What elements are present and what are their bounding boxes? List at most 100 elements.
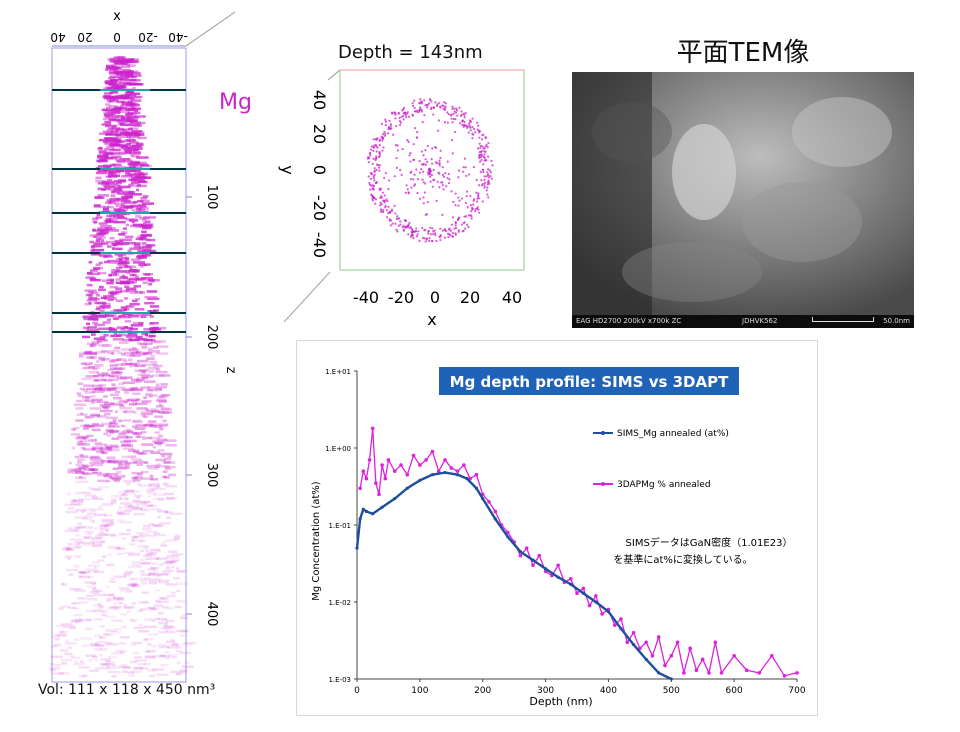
atom-dot bbox=[143, 328, 151, 331]
atom-dot bbox=[137, 342, 143, 345]
atom-dot bbox=[142, 195, 149, 198]
slice-atom-dot bbox=[405, 184, 408, 187]
atom-dot bbox=[107, 388, 117, 391]
atom-dot bbox=[156, 443, 163, 446]
slice-atom-dot bbox=[378, 139, 381, 142]
slice-atom-dot bbox=[432, 106, 436, 110]
apt-point bbox=[430, 449, 435, 454]
atom-dot bbox=[102, 663, 114, 666]
tem-info-bar: EAG HD2700 200kV x700k ZC JDHVK562 50.0n… bbox=[572, 315, 914, 328]
slice-atom-dot bbox=[375, 138, 379, 141]
slice-atom-dot bbox=[463, 157, 467, 160]
atom-dot bbox=[117, 358, 127, 361]
atom-dot bbox=[129, 660, 137, 664]
atom-dot bbox=[106, 214, 112, 218]
atom-dot bbox=[107, 546, 121, 549]
apt-point bbox=[700, 657, 705, 662]
slice-atom-dot bbox=[406, 138, 409, 142]
atom-dot bbox=[105, 139, 111, 142]
atom-dot bbox=[99, 540, 105, 543]
atom-dot bbox=[128, 565, 136, 569]
sims-point bbox=[364, 509, 369, 514]
atom-dot bbox=[133, 135, 140, 138]
atom-dot bbox=[122, 144, 135, 148]
atom-dot bbox=[127, 455, 137, 458]
atom-dot bbox=[159, 452, 173, 456]
atom-dot bbox=[140, 163, 149, 167]
slice-atom-dot bbox=[458, 216, 461, 219]
atom-dot bbox=[117, 512, 130, 516]
atom-dot bbox=[80, 637, 92, 640]
atom-dot bbox=[104, 185, 116, 189]
atom-dot bbox=[118, 382, 125, 386]
atom-dot bbox=[104, 389, 112, 392]
sims-point bbox=[371, 512, 375, 516]
atom-dot bbox=[120, 100, 129, 104]
atom-dot bbox=[77, 435, 89, 439]
atom-dot bbox=[134, 364, 146, 368]
atom-dot bbox=[97, 327, 110, 331]
atom-dot bbox=[82, 437, 88, 440]
atom-dot bbox=[113, 99, 119, 102]
atom-dot bbox=[130, 258, 141, 261]
atom-dot bbox=[153, 309, 160, 312]
atom-dot bbox=[171, 553, 184, 556]
atom-dot bbox=[120, 493, 128, 497]
atom-dot bbox=[81, 377, 93, 381]
atom-dot bbox=[84, 508, 97, 511]
slice-atom-dot bbox=[387, 187, 390, 191]
atom-dot bbox=[87, 575, 94, 579]
slice-atom-dot bbox=[383, 201, 386, 204]
atom-dot bbox=[138, 373, 151, 377]
atom-dot bbox=[88, 658, 93, 662]
slice-atom-dot bbox=[431, 147, 434, 150]
atom-dot bbox=[96, 314, 107, 318]
atom-dot bbox=[121, 190, 134, 194]
slice-atom-dot bbox=[417, 230, 420, 233]
atom-dot bbox=[73, 589, 86, 593]
atom-dot bbox=[123, 480, 136, 483]
slice-atom-dot bbox=[458, 106, 461, 109]
atom-dot bbox=[88, 371, 100, 374]
atom-dot bbox=[119, 238, 133, 242]
atom-dot bbox=[109, 261, 122, 264]
atom-dot bbox=[98, 151, 111, 154]
atom-dot bbox=[88, 297, 100, 301]
slice-atom-dot bbox=[372, 149, 375, 152]
atom-dot bbox=[124, 353, 136, 357]
atom-dot bbox=[120, 636, 130, 639]
atom-dot bbox=[135, 184, 147, 188]
slice-atom-dot bbox=[393, 111, 396, 114]
slice-atom-dot bbox=[429, 98, 432, 101]
atom-dot bbox=[107, 461, 116, 464]
atom-dot bbox=[111, 383, 116, 386]
atom-dot bbox=[121, 192, 134, 195]
atom-dot bbox=[74, 618, 83, 622]
atom-dot bbox=[146, 464, 156, 468]
slice-atom-dot bbox=[430, 100, 433, 103]
atom-dot bbox=[140, 315, 147, 319]
atom-dot bbox=[97, 485, 110, 489]
slice-atom-dot bbox=[411, 229, 414, 232]
slice-atom-dot bbox=[413, 110, 417, 113]
atom-dot bbox=[138, 601, 149, 604]
slice-atom-dot bbox=[418, 197, 422, 200]
atom-dot bbox=[116, 511, 123, 515]
atom-dot bbox=[120, 259, 130, 262]
atom-dot bbox=[127, 90, 134, 94]
atom-dot bbox=[110, 108, 121, 112]
atom-dot bbox=[108, 424, 115, 428]
atom-dot bbox=[133, 102, 139, 106]
atom-dot bbox=[106, 598, 111, 601]
atom-dot bbox=[153, 364, 163, 368]
atom-dot bbox=[140, 539, 146, 543]
atom-dot bbox=[115, 73, 120, 76]
atom-dot bbox=[99, 387, 106, 390]
atom-dot bbox=[164, 466, 176, 469]
atom-dot bbox=[92, 540, 106, 544]
atom-dot bbox=[100, 296, 107, 300]
atom-dot bbox=[129, 268, 133, 271]
atom-dot bbox=[160, 408, 173, 411]
atom-dot bbox=[135, 155, 140, 158]
